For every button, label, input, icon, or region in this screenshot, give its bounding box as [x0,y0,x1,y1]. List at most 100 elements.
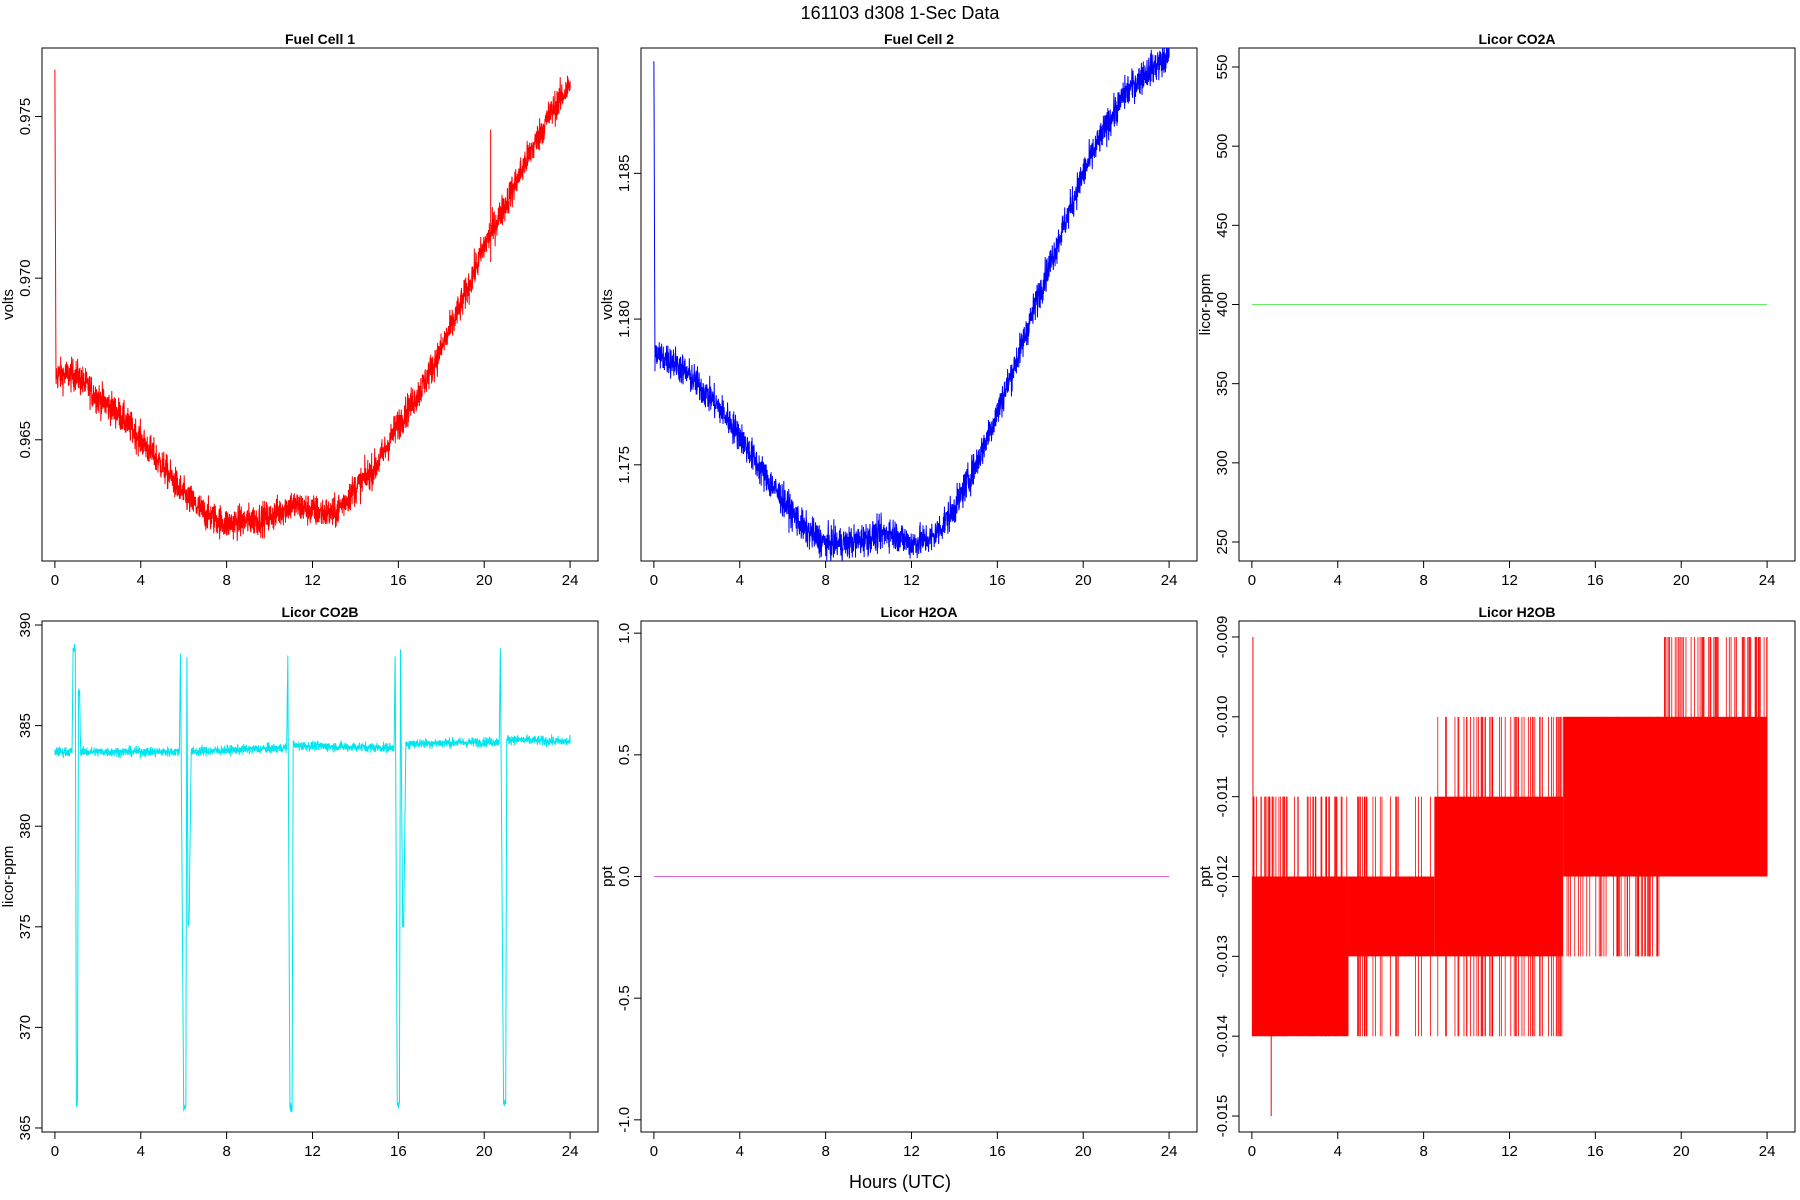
x-tick-label: 4 [736,1143,744,1160]
y-tick-label: 375 [17,914,34,939]
y-tick-label: 400 [1214,292,1231,317]
y-tick-label: 370 [17,1015,34,1040]
panel-2: Fuel Cell 2 volts 0 4 8 12 16 20 24 1.175 1.180 1.1… [599,31,1198,589]
y-tick-label: 390 [17,613,34,638]
y-tick-label: 0.965 [17,421,34,459]
y-tick-label: 385 [17,713,34,738]
panel-3: Licor CO2A licor-ppm 0 4 8 12 16 20 24 250 300 350 4… [1197,31,1796,589]
x-tick-label: 20 [1075,1143,1092,1160]
x-tick-label: 8 [821,1143,829,1160]
y-tick-label: 1.175 [616,446,633,484]
panels: Fuel Cell 1 volts 0 4 8 12 16 20 24 0.965 0.970 0.9… [0,31,1796,1160]
figure-xlabel: Hours (UTC) [849,1172,951,1192]
y-tick-label: -0.009 [1214,616,1231,659]
x-tick-label: 24 [1161,572,1178,589]
series [1251,636,1768,1117]
y-tick-label: 1.185 [616,155,633,193]
panel-title: Fuel Cell 1 [285,31,355,47]
panel-title: Fuel Cell 2 [884,31,954,47]
y-tick-label: -0.011 [1214,776,1231,817]
x-tick-label: 8 [222,572,230,589]
x-tick-label: 0 [51,572,59,589]
series [54,644,571,1112]
panel-title: Licor H2OB [1478,604,1555,620]
x-tick-label: 12 [304,1143,321,1160]
y-tick-label: -0.013 [1214,935,1231,978]
x-tick-label: 4 [736,572,744,589]
x-tick-label: 20 [1075,572,1092,589]
x-tick-label: 24 [1161,1143,1178,1160]
x-tick-label: 12 [903,572,920,589]
panel-5: Licor H2OA ppt 0 4 8 12 16 20 24 -1.0 -0.5 0.0 0.5 1.… [599,604,1198,1160]
panel-1: Fuel Cell 1 volts 0 4 8 12 16 20 24 0.965 0.970 0.9… [0,31,599,589]
y-tick-label: 1.180 [616,300,633,338]
y-tick-label: -0.015 [1214,1095,1231,1138]
figure-suptitle: 161103 d308 1-Sec Data [801,3,1001,23]
x-tick-label: 8 [1419,1143,1427,1160]
y-tick-label: 380 [17,814,34,839]
x-tick-label: 24 [1759,572,1776,589]
panel-6: Licor H2OB ppt 0 4 8 12 16 20 24 -0.015 -0.014 -0.0… [1197,604,1796,1160]
y-tick-label: 1.0 [616,623,633,644]
x-tick-label: 24 [562,1143,579,1160]
y-axis-label: ppt [599,865,616,887]
y-axis-label: licor-ppm [0,846,17,908]
panel-4: Licor CO2B licor-ppm 0 4 8 12 16 20 24 365 370 375 3… [0,604,599,1160]
y-tick-label: 350 [1214,371,1231,396]
x-tick-label: 16 [390,1143,407,1160]
panel-title: Licor CO2B [281,604,358,620]
x-tick-label: 16 [989,1143,1006,1160]
y-tick-label: 250 [1214,529,1231,554]
y-tick-label: -0.012 [1214,855,1231,898]
y-tick-label: 300 [1214,450,1231,475]
series-line [54,69,571,542]
x-tick-label: 16 [390,572,407,589]
y-axis-label: licor-ppm [1197,274,1214,336]
x-tick-label: 20 [476,572,493,589]
y-tick-label: 550 [1214,54,1231,79]
y-tick-label: 500 [1214,134,1231,159]
x-tick-label: 0 [51,1143,59,1160]
x-tick-label: 20 [1673,1143,1690,1160]
x-tick-label: 20 [476,1143,493,1160]
plot-frame [640,47,1198,562]
panel-title: Licor H2OA [880,604,957,620]
y-tick-label: 0.975 [17,98,34,136]
x-tick-label: 0 [1248,1143,1256,1160]
y-tick-label: -0.5 [616,985,633,1011]
panel-title: Licor CO2A [1478,31,1555,47]
x-tick-label: 16 [1587,572,1604,589]
x-tick-label: 16 [989,572,1006,589]
series-line [54,644,571,1112]
x-tick-label: 12 [1501,1143,1518,1160]
series-line [653,48,1170,561]
x-tick-label: 8 [1419,572,1427,589]
x-tick-label: 16 [1587,1143,1604,1160]
x-tick-label: 8 [821,572,829,589]
x-tick-label: 4 [137,572,145,589]
x-tick-label: 0 [650,572,658,589]
x-tick-label: 4 [1334,1143,1342,1160]
x-tick-label: 0 [1248,572,1256,589]
x-tick-label: 20 [1673,572,1690,589]
y-axis-label: ppt [1197,865,1214,887]
x-tick-label: 0 [650,1143,658,1160]
y-tick-label: -0.014 [1214,1015,1231,1058]
series [54,69,571,542]
plot-frame [41,47,599,562]
y-tick-label: 0.970 [17,259,34,297]
band [1434,796,1564,957]
x-tick-label: 8 [222,1143,230,1160]
band [1251,876,1349,1037]
y-tick-label: 0.0 [616,866,633,887]
x-tick-label: 12 [903,1143,920,1160]
y-tick-label: 450 [1214,213,1231,238]
x-tick-label: 24 [1759,1143,1776,1160]
plot-frame [41,620,599,1133]
y-tick-label: -1.0 [616,1107,633,1133]
x-tick-label: 4 [137,1143,145,1160]
y-tick-label: 0.5 [616,744,633,765]
y-axis-label: volts [0,289,17,320]
x-tick-label: 12 [304,572,321,589]
